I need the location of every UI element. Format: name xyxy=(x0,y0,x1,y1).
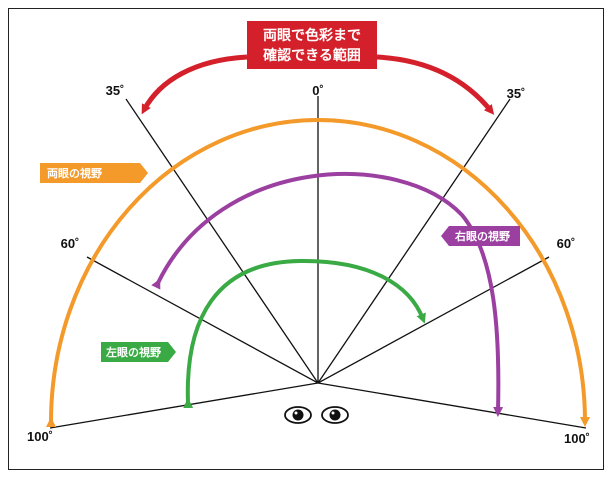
title-box xyxy=(247,21,377,69)
right-eye-arc xyxy=(151,172,504,417)
right-eye-label: 右眼の視野 xyxy=(454,229,510,243)
angle-label-left-100: 100˚ xyxy=(27,429,53,444)
left-eye-label: 左眼の視野 xyxy=(105,345,161,359)
title-line-1: 両眼で色彩まで xyxy=(263,27,361,44)
angle-label-left-60: 60˚ xyxy=(61,236,80,251)
line-right-100 xyxy=(317,382,587,429)
angle-label-right-35: 35˚ xyxy=(507,86,526,101)
both-eyes-arc xyxy=(45,118,590,428)
left-eye-tag xyxy=(101,342,176,362)
left-eye-arc xyxy=(183,258,426,409)
angle-label-right-100: 100˚ xyxy=(564,431,590,446)
right-eye-tag xyxy=(441,226,520,246)
color-range-arrow-left xyxy=(141,54,248,115)
color-range-arrow-right xyxy=(376,54,495,115)
both-eyes-tag xyxy=(40,163,148,183)
angle-label-0: 0˚ xyxy=(312,83,324,98)
angle-label-left-35: 35˚ xyxy=(106,83,125,98)
eye-icon xyxy=(321,406,349,424)
line-right-60 xyxy=(317,256,550,384)
eye-icon xyxy=(284,406,312,424)
line-left-100 xyxy=(49,382,319,429)
title-line-2: 確認できる範囲 xyxy=(263,47,361,64)
angle-label-right-60: 60˚ xyxy=(557,236,576,251)
both-eyes-label: 両眼の視野 xyxy=(47,166,102,180)
